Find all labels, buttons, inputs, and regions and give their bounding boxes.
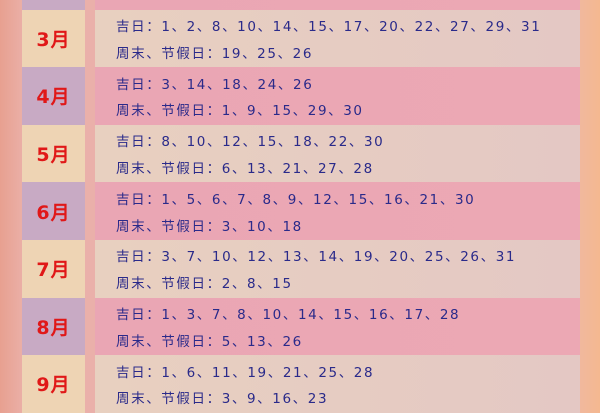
month-row: 8月 吉日：1、3、7、8、10、14、15、16、17、28 周末、节假日：5… [22,297,580,356]
month-details [95,0,580,10]
holiday-label: 周末、节假日： [116,276,222,293]
holiday-days: 5、13、26 [221,333,303,350]
month-row: 6月 吉日：1、5、6、7、8、9、12、15、16、21、30 周末、节假日：… [22,182,580,240]
month-row: 3月 吉日：1、2、8、10、14、15、17、20、22、27、29、31 周… [22,9,580,68]
holiday-days: 2、8、15 [221,276,293,293]
month-details: 吉日：1、2、8、10、14、15、17、20、22、27、29、31 周末、节… [95,9,580,68]
lucky-days-line: 吉日：3、7、10、12、13、14、19、20、25、26、31 [116,245,580,265]
lucky-days: 1、6、11、19、21、25、28 [161,364,375,381]
holiday-line: 周末、节假日：1、9、15、29、30 [116,99,580,119]
month-details: 吉日：1、6、11、19、21、25、28 周末、节假日：3、9、16、23 [95,355,580,413]
month-label: 5月 [22,124,85,183]
holiday-days: 6、13、21、27、28 [221,160,374,177]
lucky-days: 8、10、12、15、18、22、30 [161,134,385,151]
month-label [22,0,85,10]
holiday-days: 3、10、18 [221,218,303,235]
lucky-label: 吉日： [116,249,162,266]
holiday-line: 周末、节假日：2、8、15 [116,272,580,292]
month-label: 7月 [22,239,85,298]
lucky-label: 吉日： [116,76,162,93]
month-details: 吉日：1、5、6、7、8、9、12、15、16、21、30 周末、节假日：3、1… [95,182,580,240]
lucky-label: 吉日： [116,18,162,35]
holiday-line: 周末、节假日：3、10、18 [116,215,580,235]
month-row: 7月 吉日：3、7、10、12、13、14、19、20、25、26、31 周末、… [22,239,580,298]
month-label: 6月 [22,182,85,240]
lucky-days-line: 吉日：1、2、8、10、14、15、17、20、22、27、29、31 [116,15,580,35]
holiday-days: 1、9、15、29、30 [221,103,364,120]
month-label: 8月 [22,297,85,356]
lucky-label: 吉日： [116,191,162,208]
holiday-line: 周末、节假日：19、25、26 [116,42,580,62]
lucky-days-line: 吉日：1、3、7、8、10、14、15、16、17、28 [116,303,580,323]
lucky-days: 3、14、18、24、26 [161,76,314,93]
holiday-line: 周末、节假日：3、9、16、23 [116,387,580,407]
lucky-days-line: 吉日：1、5、6、7、8、9、12、15、16、21、30 [116,188,580,208]
lucky-label: 吉日： [116,364,162,381]
holiday-days: 3、9、16、23 [221,391,329,408]
holiday-label: 周末、节假日： [116,218,222,235]
month-row: 5月 吉日：8、10、12、15、18、22、30 周末、节假日：6、13、21… [22,124,580,183]
lucky-days-line: 吉日：1、6、11、19、21、25、28 [116,361,580,381]
month-label: 4月 [22,67,85,125]
holiday-line: 周末、节假日：6、13、21、27、28 [116,157,580,177]
month-label: 9月 [22,355,85,413]
lucky-label: 吉日： [116,134,162,151]
lucky-days: 1、5、6、7、8、9、12、15、16、21、30 [161,191,476,208]
lucky-days: 1、2、8、10、14、15、17、20、22、27、29、31 [161,18,542,35]
holiday-label: 周末、节假日： [116,391,222,408]
holiday-label: 周末、节假日： [116,103,222,120]
holiday-line: 周末、节假日：5、13、26 [116,330,580,350]
holiday-label: 周末、节假日： [116,160,222,177]
month-details: 吉日：3、7、10、12、13、14、19、20、25、26、31 周末、节假日… [95,239,580,298]
lucky-days-line: 吉日：8、10、12、15、18、22、30 [116,130,580,150]
auspicious-days-table: 3月 吉日：1、2、8、10、14、15、17、20、22、27、29、31 周… [22,0,580,413]
holiday-label: 周末、节假日： [116,333,222,350]
month-details: 吉日：1、3、7、8、10、14、15、16、17、28 周末、节假日：5、13… [95,297,580,356]
lucky-days-line: 吉日：3、14、18、24、26 [116,73,580,93]
holiday-label: 周末、节假日： [116,45,222,62]
holiday-days: 19、25、26 [221,45,314,62]
month-label: 3月 [22,9,85,68]
lucky-label: 吉日： [116,306,162,323]
lucky-days: 1、3、7、8、10、14、15、16、17、28 [161,306,461,323]
month-row: 4月 吉日：3、14、18、24、26 周末、节假日：1、9、15、29、30 [22,67,580,125]
month-details: 吉日：3、14、18、24、26 周末、节假日：1、9、15、29、30 [95,67,580,125]
month-row [22,0,580,10]
month-details: 吉日：8、10、12、15、18、22、30 周末、节假日：6、13、21、27… [95,124,580,183]
lucky-days: 3、7、10、12、13、14、19、20、25、26、31 [161,249,517,266]
month-row: 9月 吉日：1、6、11、19、21、25、28 周末、节假日：3、9、16、2… [22,355,580,413]
